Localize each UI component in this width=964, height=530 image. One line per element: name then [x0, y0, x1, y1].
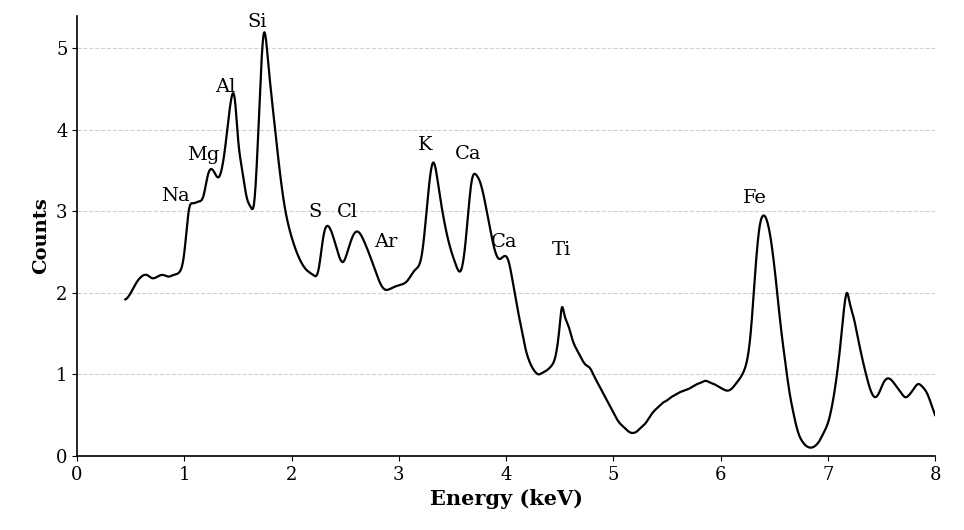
X-axis label: Energy (keV): Energy (keV) [430, 489, 582, 509]
Text: Mg: Mg [187, 146, 220, 164]
Text: S: S [308, 203, 322, 221]
Text: Fe: Fe [743, 189, 766, 207]
Text: Na: Na [162, 187, 190, 205]
Text: Al: Al [215, 78, 235, 96]
Text: Ca: Ca [455, 145, 482, 163]
Text: Si: Si [248, 13, 267, 31]
Text: K: K [418, 136, 433, 154]
Text: Ar: Ar [374, 233, 398, 251]
Text: Cl: Cl [336, 203, 358, 221]
Text: Ti: Ti [552, 241, 572, 259]
Text: Ca: Ca [491, 233, 518, 251]
Y-axis label: Counts: Counts [33, 198, 50, 274]
